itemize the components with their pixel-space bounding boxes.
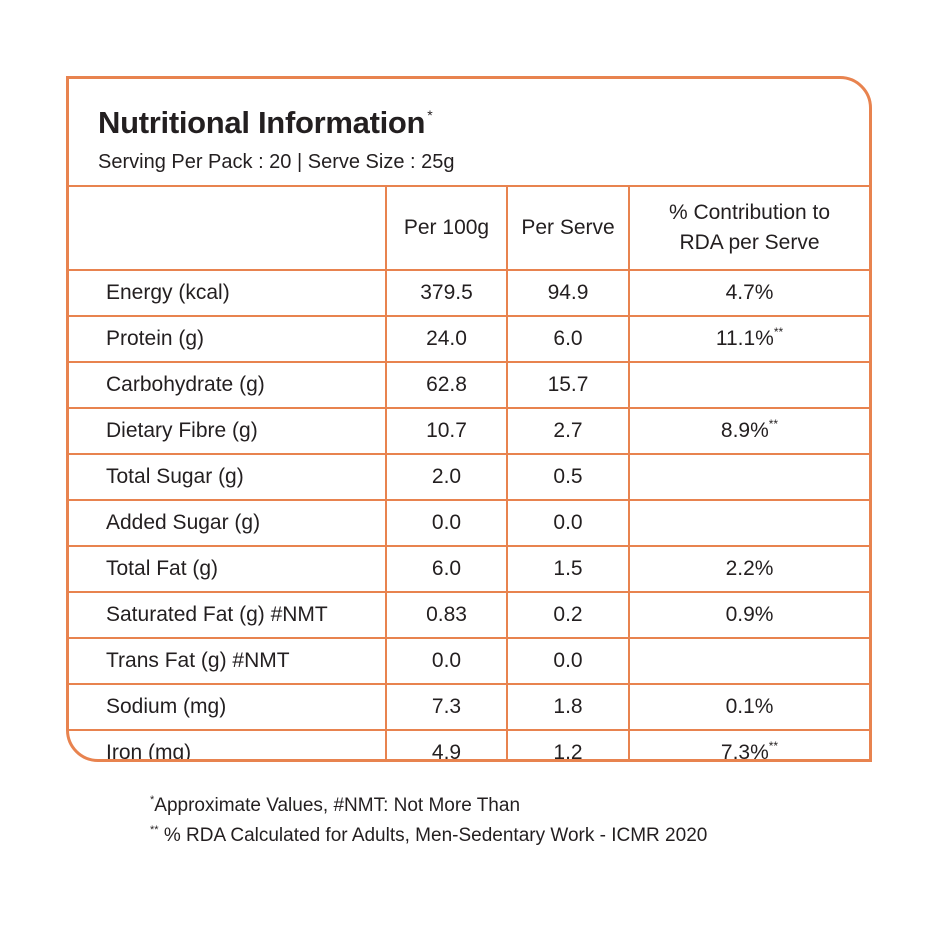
rda-value-text: 0.9% [725, 603, 774, 626]
rda-value-text: 0.1% [725, 695, 774, 718]
nutrition-table: Per 100g Per Serve % Contribution to RDA… [69, 187, 869, 762]
rda-value: 7.3%** [628, 729, 869, 762]
table-row: Trans Fat (g) #NMT 0.0 0.0 [69, 637, 869, 685]
nutrient-label: Total Sugar (g) [69, 453, 387, 501]
per-100g-value: 0.0 [385, 499, 508, 547]
nutrition-panel: Nutritional Information * Serving Per Pac… [66, 76, 872, 762]
rda-value-text: 7.3% [720, 741, 769, 762]
nutrient-label: Carbohydrate (g) [69, 361, 387, 409]
per-serve-value: 15.7 [506, 361, 630, 409]
footnote-marker: ** [150, 824, 159, 836]
per-serve-value: 0.0 [506, 637, 630, 685]
rda-value-text: 8.9% [720, 419, 769, 442]
per-serve-value: 1.2 [506, 729, 630, 759]
footnote-marker: * [150, 794, 155, 806]
rda-value [628, 453, 869, 501]
table-row: Energy (kcal) 379.5 94.9 4.7% [69, 270, 869, 317]
per-100g-value: 7.3 [385, 683, 508, 731]
nutrient-label: Saturated Fat (g) #NMT [69, 591, 387, 639]
per-100g-value: 6.0 [385, 545, 508, 593]
per-100g-value: 10.7 [385, 407, 508, 455]
nutrient-label: Trans Fat (g) #NMT [69, 637, 387, 685]
table-row: Carbohydrate (g) 62.8 15.7 [69, 361, 869, 409]
nutrient-label: Added Sugar (g) [69, 499, 387, 547]
per-100g-value: 379.5 [385, 270, 508, 317]
rda-footnote-marker: ** [768, 739, 779, 753]
rda-value-text: 2.2% [725, 557, 774, 580]
rda-value-text: 4.7% [725, 281, 774, 304]
per-serve-value: 1.5 [506, 545, 630, 593]
rda-value [628, 499, 869, 547]
column-header-rda: % Contribution to RDA per Serve [628, 187, 869, 271]
per-100g-value: 0.0 [385, 637, 508, 685]
per-serve-value: 1.8 [506, 683, 630, 731]
footnote-rda: ** % RDA Calculated for Adults, Men-Sede… [150, 824, 708, 847]
per-serve-value: 6.0 [506, 315, 630, 363]
nutrient-label: Energy (kcal) [69, 270, 387, 317]
rda-value-text: 11.1% [715, 327, 774, 350]
rda-value: 8.9%** [628, 407, 869, 455]
page-title: Nutritional Information * [98, 105, 433, 141]
title-asterisk: * [427, 107, 433, 123]
rda-footnote-marker: ** [768, 417, 779, 431]
column-header-nutrient [69, 187, 387, 271]
per-serve-value: 94.9 [506, 270, 630, 317]
nutrient-label: Dietary Fibre (g) [69, 407, 387, 455]
rda-value: 2.2% [628, 545, 869, 593]
table-row: Dietary Fibre (g) 10.7 2.7 8.9%** [69, 407, 869, 455]
nutrient-label: Protein (g) [69, 315, 387, 363]
nutrient-label: Sodium (mg) [69, 683, 387, 731]
rda-value: 0.1% [628, 683, 869, 731]
per-serve-value: 0.5 [506, 453, 630, 501]
column-header-per-serve: Per Serve [506, 187, 630, 271]
per-serve-value: 2.7 [506, 407, 630, 455]
table-row: Sodium (mg) 7.3 1.8 0.1% [69, 683, 869, 731]
rda-value [628, 637, 869, 685]
serving-info: Serving Per Pack : 20 | Serve Size : 25g [98, 151, 455, 173]
nutrient-label: Total Fat (g) [69, 545, 387, 593]
per-100g-value: 2.0 [385, 453, 508, 501]
column-header-per-100g: Per 100g [385, 187, 508, 271]
title-text: Nutritional Information [98, 105, 426, 140]
footnote-text: % RDA Calculated for Adults, Men-Sedenta… [158, 825, 708, 846]
rda-value [628, 361, 869, 409]
per-100g-value: 24.0 [385, 315, 508, 363]
per-100g-value: 62.8 [385, 361, 508, 409]
per-serve-value: 0.0 [506, 499, 630, 547]
table-row: Added Sugar (g) 0.0 0.0 [69, 499, 869, 547]
rda-value: 4.7% [628, 270, 869, 317]
table-header-row: Per 100g Per Serve % Contribution to RDA… [69, 187, 869, 271]
nutrient-label: Iron (mg) [69, 729, 387, 759]
rda-value: 11.1%** [628, 315, 869, 363]
panel-header: Nutritional Information * Serving Per Pac… [69, 79, 869, 187]
table-row: Protein (g) 24.0 6.0 11.1%** [69, 315, 869, 363]
footnote-text: Approximate Values, #NMT: Not More Than [154, 795, 521, 816]
per-100g-value: 0.83 [385, 591, 508, 639]
table-row: Total Fat (g) 6.0 1.5 2.2% [69, 545, 869, 593]
column-header-rda-text: % Contribution to RDA per Serve [668, 201, 831, 254]
table-row: Iron (mg) 4.9 1.2 7.3%** [69, 729, 869, 762]
rda-value: 0.9% [628, 591, 869, 639]
footnote-approximate: *Approximate Values, #NMT: Not More Than [150, 794, 521, 817]
table-row: Saturated Fat (g) #NMT 0.83 0.2 0.9% [69, 591, 869, 639]
per-serve-value: 0.2 [506, 591, 630, 639]
per-100g-value: 4.9 [385, 729, 508, 759]
table-row: Total Sugar (g) 2.0 0.5 [69, 453, 869, 501]
rda-footnote-marker: ** [773, 325, 784, 339]
